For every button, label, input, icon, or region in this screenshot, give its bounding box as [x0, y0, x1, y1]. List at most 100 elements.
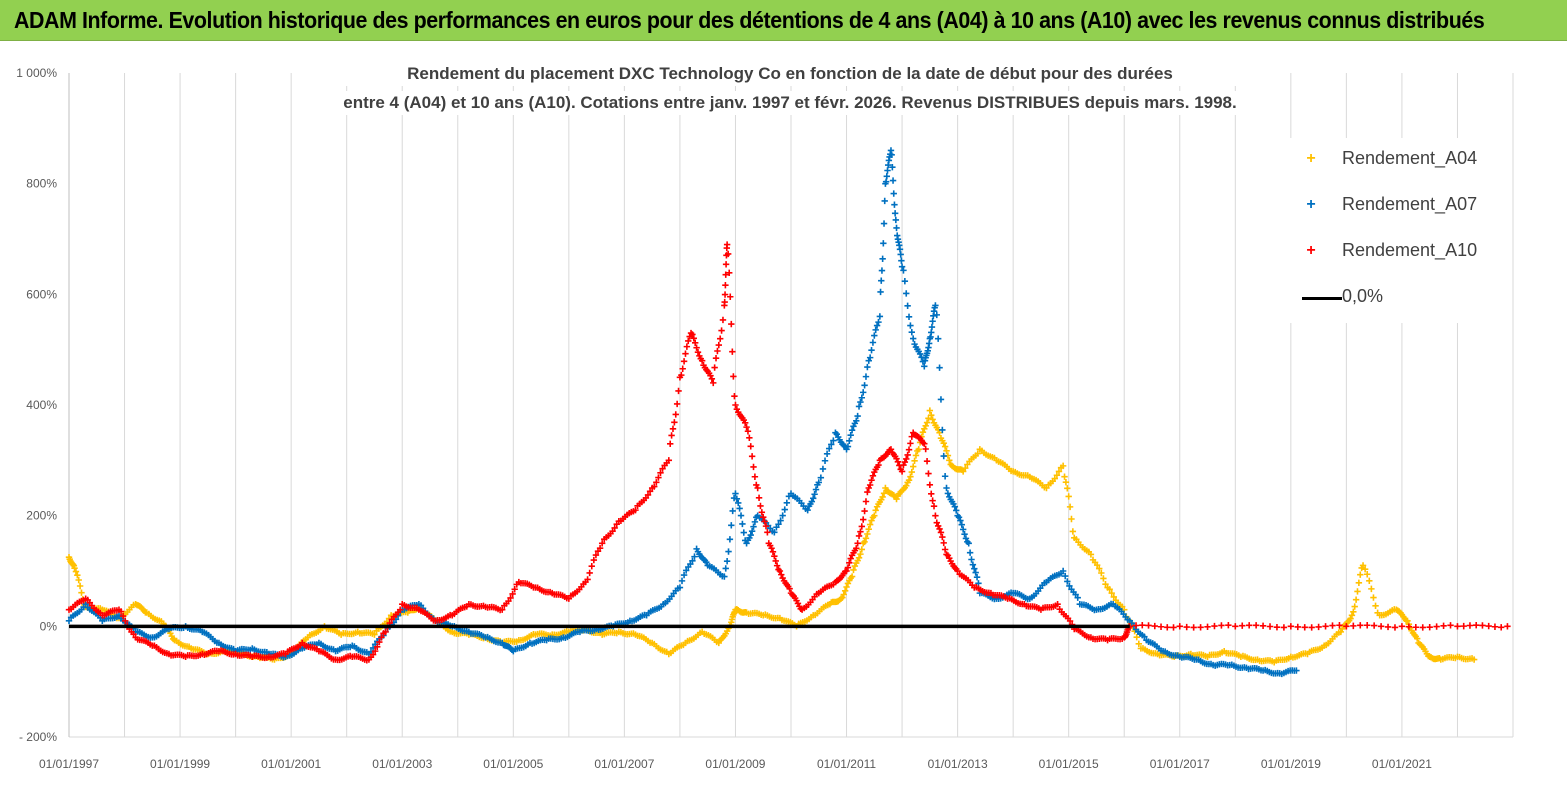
data-point	[1164, 624, 1171, 631]
data-point	[866, 354, 874, 361]
data-point	[748, 528, 756, 535]
data-point	[1245, 622, 1253, 629]
data-point	[1368, 585, 1375, 593]
data-point	[371, 647, 379, 655]
legend-line-zero	[1302, 297, 1342, 300]
data-point	[908, 329, 915, 336]
data-point	[1065, 493, 1072, 500]
data-point	[939, 533, 946, 541]
data-point	[922, 445, 929, 453]
data-point	[75, 576, 82, 584]
data-point	[1370, 594, 1377, 601]
data-point	[929, 416, 936, 423]
data-point	[844, 443, 852, 450]
data-point	[703, 558, 710, 566]
data-point	[1352, 596, 1360, 603]
data-point	[507, 594, 514, 602]
data-point	[1370, 622, 1378, 629]
data-point	[1055, 468, 1063, 475]
chart-legend: + Rendement_A04 + Rendement_A07 + Rendem…	[1282, 138, 1482, 323]
data-point	[940, 439, 947, 447]
data-point	[1066, 582, 1073, 590]
data-point	[846, 437, 853, 445]
data-point	[1347, 615, 1354, 622]
data-point	[1064, 578, 1071, 585]
data-point	[962, 535, 970, 542]
data-point	[1059, 567, 1067, 575]
data-point	[862, 535, 870, 542]
x-tick-label: 01/01/2019	[1261, 757, 1321, 771]
data-point	[1074, 594, 1081, 601]
data-point	[682, 350, 689, 357]
x-tick-label: 01/01/1999	[150, 757, 210, 771]
data-point	[860, 389, 867, 396]
data-point	[711, 364, 718, 371]
data-point	[1141, 633, 1148, 640]
data-point	[733, 495, 741, 502]
data-point	[919, 429, 927, 436]
y-tick-label: 600%	[26, 287, 57, 301]
data-point	[1145, 622, 1152, 629]
data-point	[858, 394, 866, 401]
data-point	[729, 507, 736, 515]
data-point	[940, 452, 947, 460]
data-point	[1466, 622, 1474, 629]
data-point	[1361, 566, 1369, 573]
y-tick-label: - 200%	[19, 730, 57, 744]
data-point	[1426, 623, 1433, 631]
data-point	[586, 569, 593, 577]
data-point	[941, 546, 949, 553]
data-point	[751, 518, 759, 526]
data-point	[676, 584, 684, 591]
data-point	[753, 481, 760, 489]
data-point	[685, 337, 692, 345]
x-tick-label: 01/01/2011	[817, 757, 876, 771]
data-point	[1479, 622, 1486, 629]
data-point	[590, 556, 598, 564]
data-point	[668, 432, 675, 439]
data-point	[1293, 667, 1300, 674]
data-point	[937, 529, 945, 536]
data-point	[1176, 623, 1183, 630]
data-point	[746, 434, 753, 441]
chart: - 200% 0% 200% 400% 600% 800% 1 000% 01/01/199…	[16, 66, 1514, 771]
data-point	[667, 440, 674, 448]
data-point	[1357, 571, 1364, 578]
data-point	[879, 255, 886, 263]
data-point	[929, 497, 936, 504]
data-point	[72, 568, 80, 575]
data-point	[840, 591, 847, 598]
data-point	[934, 335, 942, 342]
data-point	[951, 503, 959, 510]
data-point	[689, 331, 696, 338]
data-point	[1355, 579, 1363, 587]
data-point	[1351, 603, 1358, 610]
data-point	[888, 151, 895, 159]
data-point	[907, 322, 914, 329]
data-point	[1350, 622, 1357, 630]
data-point	[1252, 622, 1260, 629]
data-point	[499, 606, 506, 613]
data-point	[905, 313, 913, 321]
data-point	[866, 521, 874, 528]
data-point	[1128, 619, 1136, 627]
data-point	[672, 411, 679, 418]
data-point	[74, 571, 81, 579]
header-banner: ADAM Informe. Evolution historique des p…	[0, 0, 1567, 41]
data-point	[1068, 515, 1075, 523]
data-point	[876, 313, 884, 320]
data-point	[923, 419, 931, 426]
data-point	[721, 573, 728, 580]
data-point	[862, 498, 870, 505]
data-point	[862, 373, 870, 380]
data-point	[764, 529, 771, 536]
data-point	[732, 401, 739, 409]
data-point	[887, 446, 895, 453]
y-tick-label: 1 000%	[16, 66, 57, 80]
data-point	[955, 514, 963, 521]
data-point	[1364, 571, 1371, 578]
data-point	[726, 269, 733, 277]
data-point	[912, 452, 920, 459]
data-point	[929, 318, 936, 325]
data-point	[961, 531, 968, 538]
